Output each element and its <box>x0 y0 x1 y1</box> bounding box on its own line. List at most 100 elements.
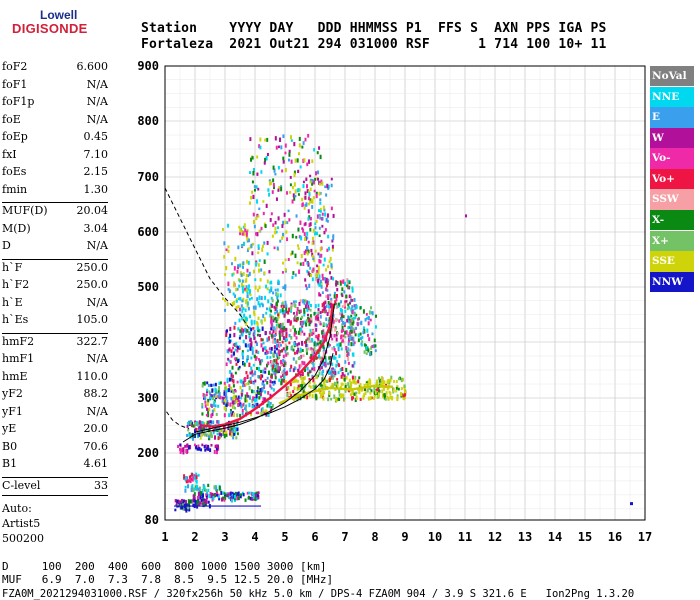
echo-point <box>237 497 240 500</box>
param-value: 0.45 <box>83 130 109 143</box>
echo-point <box>246 268 249 273</box>
echo-point <box>311 375 314 379</box>
param-row: h`F2 250.0 <box>2 277 108 295</box>
param-label: B1 <box>2 457 18 470</box>
echo-point <box>269 379 272 384</box>
param-label: hmF1 <box>2 352 35 365</box>
echo-point <box>341 309 344 314</box>
echo-point <box>262 200 265 203</box>
echo-point <box>202 393 205 397</box>
echo-point <box>211 388 214 393</box>
echo-point <box>195 420 198 425</box>
echo-point <box>252 171 255 176</box>
echo-point <box>359 332 362 336</box>
echo-point <box>256 297 259 301</box>
echo-point <box>270 323 273 328</box>
echo-point <box>262 341 265 345</box>
echo-point <box>348 337 351 341</box>
echo-point <box>246 248 249 253</box>
echo-point <box>234 426 237 432</box>
echo-point <box>298 309 301 314</box>
echo-point <box>313 351 316 355</box>
echo-point <box>308 273 311 278</box>
echo-point <box>259 360 262 364</box>
echo-point <box>388 379 391 385</box>
echo-point <box>236 380 239 384</box>
echo-point <box>270 364 273 368</box>
echo-point <box>245 230 248 235</box>
echo-point <box>219 395 222 400</box>
echo-point <box>328 317 331 322</box>
echo-point <box>184 488 187 493</box>
echo-point <box>316 151 319 155</box>
echo-point <box>328 393 331 397</box>
echo-point <box>305 347 308 353</box>
echo-point <box>352 317 355 320</box>
echo-point <box>365 346 368 350</box>
echo-point <box>241 231 244 236</box>
echo-point <box>316 342 319 346</box>
echo-point <box>197 444 200 448</box>
echo-point <box>364 318 367 322</box>
echo-point <box>319 340 322 345</box>
param-row: hmF1 N/A <box>2 351 108 369</box>
echo-point <box>284 300 287 305</box>
echo-point <box>354 306 357 310</box>
echo-point <box>307 196 310 201</box>
echo-point <box>295 311 298 316</box>
echo-point <box>244 398 247 403</box>
echo-point <box>234 406 237 410</box>
echo-point <box>333 381 336 387</box>
echo-point <box>292 300 295 304</box>
echo-point <box>270 319 273 324</box>
echo-point <box>281 348 284 353</box>
echo-point <box>334 300 337 304</box>
echo-point <box>241 332 244 337</box>
echo-point <box>304 137 307 142</box>
echo-point <box>376 388 379 392</box>
echo-point <box>274 311 277 315</box>
param-value: 250.0 <box>76 278 109 291</box>
echo-point <box>328 391 331 396</box>
echo-point <box>344 321 347 326</box>
echo-point <box>233 300 236 306</box>
echo-point <box>201 405 204 409</box>
echo-point <box>304 195 307 200</box>
legend-item: W <box>650 127 694 149</box>
echo-point <box>395 386 398 390</box>
echo-point <box>244 404 247 408</box>
param-value: 20.04 <box>76 204 109 217</box>
echo-point <box>289 391 292 395</box>
echo-point <box>218 433 221 437</box>
param-value: 88.2 <box>83 387 109 400</box>
echo-point <box>227 245 230 249</box>
echo-point <box>258 229 261 233</box>
echo-point <box>232 384 235 388</box>
echo-point <box>292 271 295 275</box>
echo-point <box>318 354 321 359</box>
echo-point <box>251 369 254 374</box>
echo-point <box>351 390 354 396</box>
echo-point <box>337 305 340 308</box>
echo-point <box>191 436 194 441</box>
echo-point <box>316 269 319 273</box>
echo-point <box>274 339 277 344</box>
echo-point <box>213 407 216 412</box>
echo-point <box>297 193 300 196</box>
echo-point <box>277 313 280 317</box>
echo-point <box>245 371 248 375</box>
param-row: MUF(D) 20.04 <box>2 202 108 221</box>
echo-point <box>235 306 238 311</box>
echo-point <box>204 448 207 452</box>
echo-point <box>239 334 242 339</box>
echo-point <box>317 177 320 181</box>
echo-point <box>318 391 321 395</box>
echo-point <box>290 139 293 142</box>
echo-point <box>278 356 281 360</box>
echo-point <box>281 261 284 265</box>
echo-point <box>268 289 271 294</box>
echo-point <box>248 380 251 384</box>
echo-point <box>253 336 256 340</box>
echo-point <box>317 303 320 308</box>
echo-point <box>193 492 196 497</box>
